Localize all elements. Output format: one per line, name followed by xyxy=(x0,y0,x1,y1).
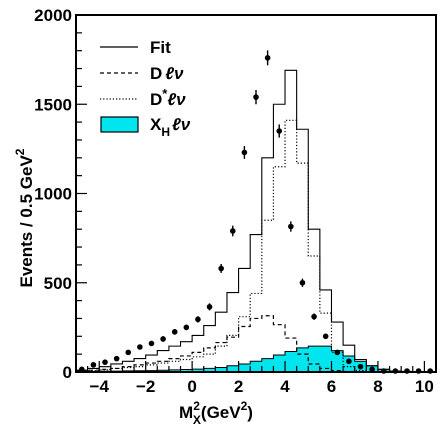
legend-xh-label: XH ℓν xyxy=(150,115,191,139)
data-point xyxy=(288,223,294,230)
y-tick-label: 0 xyxy=(63,363,72,382)
data-point xyxy=(311,313,317,320)
data-point xyxy=(241,149,248,156)
x-axis-title-rest-sup: 2 xyxy=(241,399,248,413)
legend-fit-label: Fit xyxy=(150,38,171,57)
data-point xyxy=(218,265,224,272)
data-point xyxy=(276,128,283,134)
y-tick-label: 1000 xyxy=(34,185,72,204)
x-axis-title-sub: X xyxy=(193,413,201,427)
y-tick-label: 2000 xyxy=(34,6,72,25)
data-point xyxy=(125,349,132,356)
x-tick-label: −2 xyxy=(136,377,155,396)
x-tick-label: −4 xyxy=(90,377,110,396)
data-point xyxy=(206,304,213,310)
data-point xyxy=(369,366,375,373)
x-axis-title: M2 X(GeV2) xyxy=(179,399,253,427)
data-point xyxy=(195,316,201,323)
data-points xyxy=(79,50,433,374)
data-point xyxy=(264,55,271,61)
x-axis-title-sup: 2 xyxy=(193,399,200,413)
xh-lnu-area xyxy=(75,345,436,373)
data-point xyxy=(253,94,259,100)
data-point xyxy=(171,329,178,335)
data-point xyxy=(183,324,190,331)
series-dstarlnu xyxy=(76,119,436,373)
data-point xyxy=(90,362,97,368)
x-tick-label: 6 xyxy=(327,377,336,396)
data-point xyxy=(299,279,306,286)
series-fit xyxy=(76,69,436,373)
y-tick-label: 1500 xyxy=(34,95,72,114)
series-lines xyxy=(76,69,436,373)
data-point xyxy=(79,366,85,373)
data-point xyxy=(334,349,341,356)
data-point xyxy=(113,355,120,362)
xh-lnu-fill xyxy=(75,345,436,373)
x-ticks: −4 −2 0 2 4 6 8 10 xyxy=(75,361,437,396)
y-axis-title: Events / 0.5 GeV2 xyxy=(13,148,36,287)
data-point xyxy=(148,340,155,347)
legend-xh-swatch xyxy=(100,116,139,133)
x-tick-label: 0 xyxy=(187,377,196,396)
legend-dstarlnu-label: D*ℓν xyxy=(150,86,186,109)
data-point xyxy=(322,333,329,340)
data-point xyxy=(229,228,236,234)
y-tick-label: 500 xyxy=(44,274,72,293)
x-tick-label: 4 xyxy=(280,377,290,396)
data-point xyxy=(346,358,352,365)
y-axis-title-sup: 2 xyxy=(13,148,27,155)
x-tick-label: 2 xyxy=(234,377,243,396)
data-point xyxy=(357,363,364,370)
data-point xyxy=(160,336,166,342)
x-tick-label: 10 xyxy=(415,377,434,396)
x-tick-label: 8 xyxy=(373,377,382,396)
y-ticks: 0 500 1000 1500 2000 xyxy=(34,6,87,382)
data-point xyxy=(102,359,108,365)
data-point xyxy=(137,344,143,350)
